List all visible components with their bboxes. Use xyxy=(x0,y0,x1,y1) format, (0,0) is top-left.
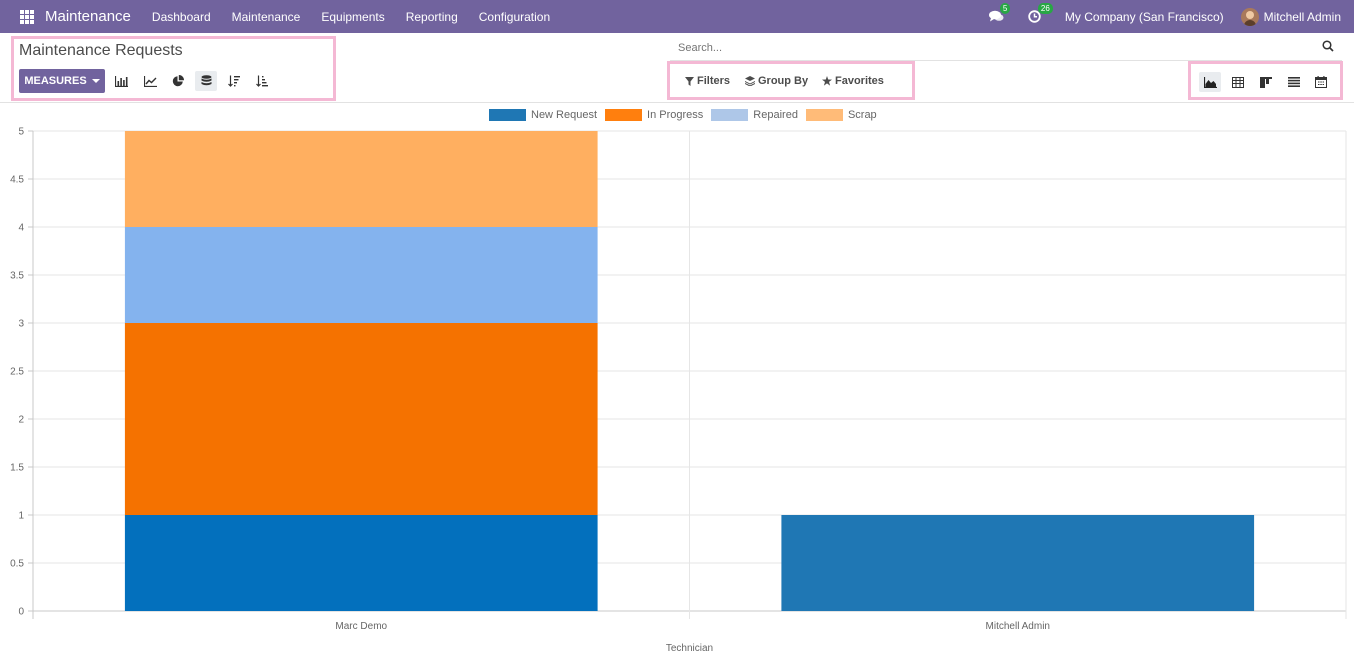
app-brand[interactable]: Maintenance xyxy=(45,8,131,25)
graph-area: New Request In Progress Repaired Scrap 0… xyxy=(0,104,1354,656)
bar-chart: 0 0.5 1 1.5 2 2.5 3 3.5 4 4.5 5 Marc Demo Mitchell A… xyxy=(10,127,1347,654)
user-avatar[interactable] xyxy=(1240,7,1259,26)
y-tick-label: 2 xyxy=(18,415,24,426)
filters-label: Filters xyxy=(697,75,731,87)
x-tick-label: Marc Demo xyxy=(335,621,387,632)
company-switcher[interactable]: My Company (San Francisco) xyxy=(1064,9,1224,24)
highlight-filters xyxy=(667,61,915,100)
legend-label: New Request xyxy=(531,109,598,121)
line-chart-button[interactable] xyxy=(139,71,161,91)
messages-button[interactable]: 5 xyxy=(989,2,1011,25)
pivot-table-icon xyxy=(1232,76,1244,88)
activities-button[interactable]: 26 xyxy=(1027,2,1053,25)
menu-maintenance[interactable]: Maintenance xyxy=(231,9,301,24)
measures-button[interactable]: MEASURES xyxy=(19,69,105,93)
bar-repaired xyxy=(124,227,598,323)
favorites-button[interactable]: Favorites xyxy=(822,75,884,87)
kanban-icon xyxy=(1260,76,1272,88)
legend-item-scrap[interactable]: Scrap xyxy=(805,109,877,121)
y-tick-label: 0 xyxy=(18,607,24,618)
legend-label: Repaired xyxy=(753,109,798,121)
messages-badge: 5 xyxy=(999,2,1011,14)
search-bar xyxy=(670,33,1342,61)
legend-swatch xyxy=(711,109,749,121)
list-icon xyxy=(1288,77,1300,87)
star-icon xyxy=(822,76,832,86)
legend-item-in-progress[interactable]: In Progress xyxy=(605,109,703,121)
measures-label: MEASURES xyxy=(24,75,87,87)
x-tick-label: Mitchell Admin xyxy=(986,621,1050,632)
legend-item-new-request[interactable]: New Request xyxy=(489,109,597,121)
y-tick-label: 4 xyxy=(18,223,24,234)
caret-down-icon xyxy=(91,79,100,83)
page-title: Maintenance Requests xyxy=(19,42,183,59)
x-axis-label: Technician xyxy=(666,643,713,654)
navbar-systray: 5 26 My Company (San Francisco) Mitchell… xyxy=(989,0,1341,33)
clock-icon xyxy=(1028,10,1042,23)
sort-descending-icon xyxy=(228,75,240,87)
legend-label: Scrap xyxy=(847,109,877,121)
calendar-view-button[interactable] xyxy=(1310,72,1332,92)
bar-chart-icon xyxy=(114,75,128,87)
calendar-icon xyxy=(1315,76,1327,88)
pie-chart-icon xyxy=(172,75,184,87)
bar-chart-button[interactable] xyxy=(110,71,132,91)
apps-grid-icon[interactable] xyxy=(20,9,34,24)
search-icon[interactable] xyxy=(1322,40,1334,52)
search-input[interactable] xyxy=(678,41,1298,55)
comments-icon xyxy=(989,10,1004,22)
stacked-button[interactable] xyxy=(195,71,217,91)
line-chart-icon xyxy=(143,75,157,87)
list-view-button[interactable] xyxy=(1283,72,1305,92)
bar-new-request xyxy=(781,515,1255,611)
y-tick-label: 2.5 xyxy=(10,367,24,378)
top-navbar: Maintenance Dashboard Maintenance Equipm… xyxy=(0,0,1354,33)
sort-descending-button[interactable] xyxy=(223,71,245,91)
y-tick-label: 1 xyxy=(18,511,24,522)
filter-icon xyxy=(685,76,694,86)
group-by-button[interactable]: Group By xyxy=(745,75,808,87)
pivot-view-button[interactable] xyxy=(1227,72,1249,92)
sort-ascending-icon xyxy=(256,75,268,87)
y-tick-label: 3.5 xyxy=(10,271,24,282)
pie-chart-button[interactable] xyxy=(167,71,189,91)
legend-swatch xyxy=(805,109,843,121)
legend-swatch xyxy=(605,109,643,121)
menu-dashboard[interactable]: Dashboard xyxy=(151,9,211,24)
layers-icon xyxy=(745,76,755,86)
legend-item-repaired[interactable]: Repaired xyxy=(711,109,798,121)
stacked-icon xyxy=(201,75,211,86)
highlight-views xyxy=(1188,61,1343,100)
chart-legend: New Request In Progress Repaired Scrap xyxy=(489,109,885,121)
y-tick-label: 4.5 xyxy=(10,175,24,186)
activities-badge: 26 xyxy=(1037,2,1053,14)
kanban-view-button[interactable] xyxy=(1255,72,1277,92)
bar-in-progress xyxy=(124,323,598,515)
area-chart-icon xyxy=(1203,76,1217,88)
y-tick-label: 0.5 xyxy=(10,559,24,570)
y-tick-label: 5 xyxy=(18,127,24,138)
control-panel: Maintenance Requests MEASURES xyxy=(0,33,1354,103)
bar-scrap xyxy=(124,131,598,227)
menu-reporting[interactable]: Reporting xyxy=(405,9,458,24)
menu-configuration[interactable]: Configuration xyxy=(478,9,551,24)
legend-label: In Progress xyxy=(647,109,704,121)
highlight-left xyxy=(11,36,336,101)
y-tick-label: 1.5 xyxy=(10,463,24,474)
y-tick-label: 3 xyxy=(18,319,24,330)
bar-new-request xyxy=(124,515,598,611)
group-by-label: Group By xyxy=(758,75,809,87)
user-menu[interactable]: Mitchell Admin xyxy=(1263,9,1341,24)
sort-ascending-button[interactable] xyxy=(251,71,273,91)
legend-swatch xyxy=(489,109,526,121)
menu-equipments[interactable]: Equipments xyxy=(321,9,385,24)
graph-view-button[interactable] xyxy=(1199,72,1221,92)
filters-button[interactable]: Filters xyxy=(685,75,730,87)
favorites-label: Favorites xyxy=(835,75,884,87)
